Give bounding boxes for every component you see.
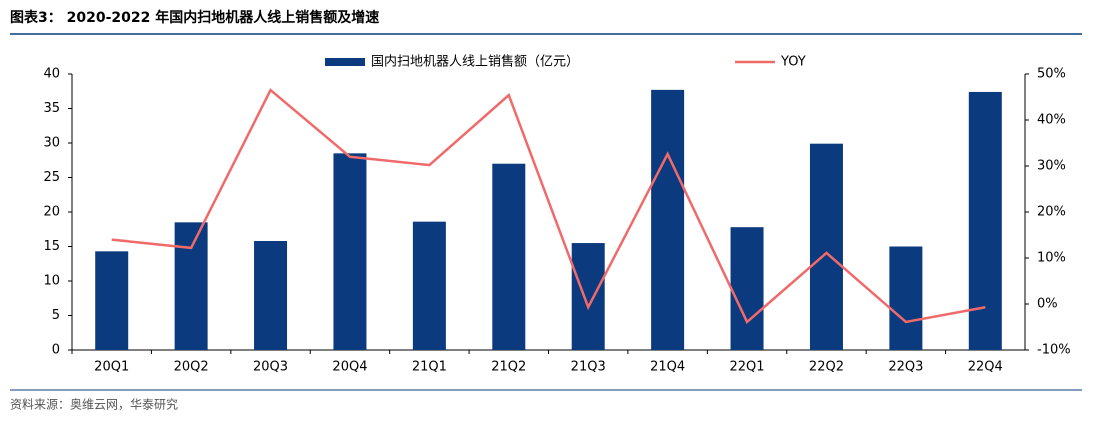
- x-tick-label: 20Q2: [174, 360, 209, 375]
- y2-tick-label: 0%: [1037, 297, 1058, 312]
- y-tick-label: 25: [43, 170, 60, 185]
- y2-tick-label: 20%: [1037, 205, 1066, 220]
- legend-label: 国内扫地机器人线上销售额（亿元）: [371, 54, 579, 70]
- y-tick-label: 35: [43, 101, 60, 116]
- source: 资料来源：奥维云网，华泰研究: [10, 397, 178, 412]
- y-tick-label: 0: [52, 343, 60, 358]
- bar: [333, 153, 367, 350]
- legend-label: YOY: [780, 55, 806, 70]
- chart-title: 图表3： 2020-2022 年国内扫地机器人线上销售额及增速: [10, 9, 379, 26]
- y2-tick-label: 50%: [1037, 67, 1066, 82]
- y2-tick-label: 30%: [1037, 159, 1066, 174]
- y-tick-label: 30: [43, 136, 60, 151]
- bar: [889, 246, 923, 350]
- x-tick-label: 22Q1: [730, 360, 765, 375]
- bar: [571, 243, 605, 350]
- x-tick-label: 22Q2: [809, 360, 844, 375]
- y2-tick-label: 40%: [1037, 113, 1066, 128]
- bar: [651, 89, 685, 351]
- x-tick-label: 22Q3: [888, 360, 923, 375]
- x-tick-label: 20Q4: [332, 360, 367, 375]
- x-tick-label: 21Q3: [571, 360, 606, 375]
- x-tick-label: 20Q3: [253, 360, 288, 375]
- bar: [730, 227, 764, 350]
- line: [111, 88, 986, 324]
- y2-tick-label: -10%: [1037, 343, 1071, 358]
- x-tick-label: 20Q1: [94, 360, 129, 375]
- bar: [492, 163, 526, 350]
- bar: [95, 251, 129, 350]
- y2-tick-label: 10%: [1037, 251, 1066, 266]
- x-tick-label: 21Q2: [491, 360, 526, 375]
- x-tick-label: 22Q4: [968, 360, 1003, 375]
- y-tick-label: 40: [43, 67, 60, 82]
- x-tick-label: 21Q1: [412, 360, 447, 375]
- y-tick-label: 20: [43, 205, 60, 220]
- bar: [174, 222, 208, 350]
- x-tick-label: 21Q4: [650, 360, 685, 375]
- bar: [412, 221, 446, 350]
- bar: [809, 143, 843, 350]
- legend-swatch: [325, 58, 365, 66]
- y-tick-label: 5: [52, 308, 60, 323]
- bar: [968, 91, 1002, 350]
- bar: [254, 240, 288, 350]
- y-tick-label: 15: [43, 239, 60, 254]
- y-tick-label: 10: [43, 274, 60, 289]
